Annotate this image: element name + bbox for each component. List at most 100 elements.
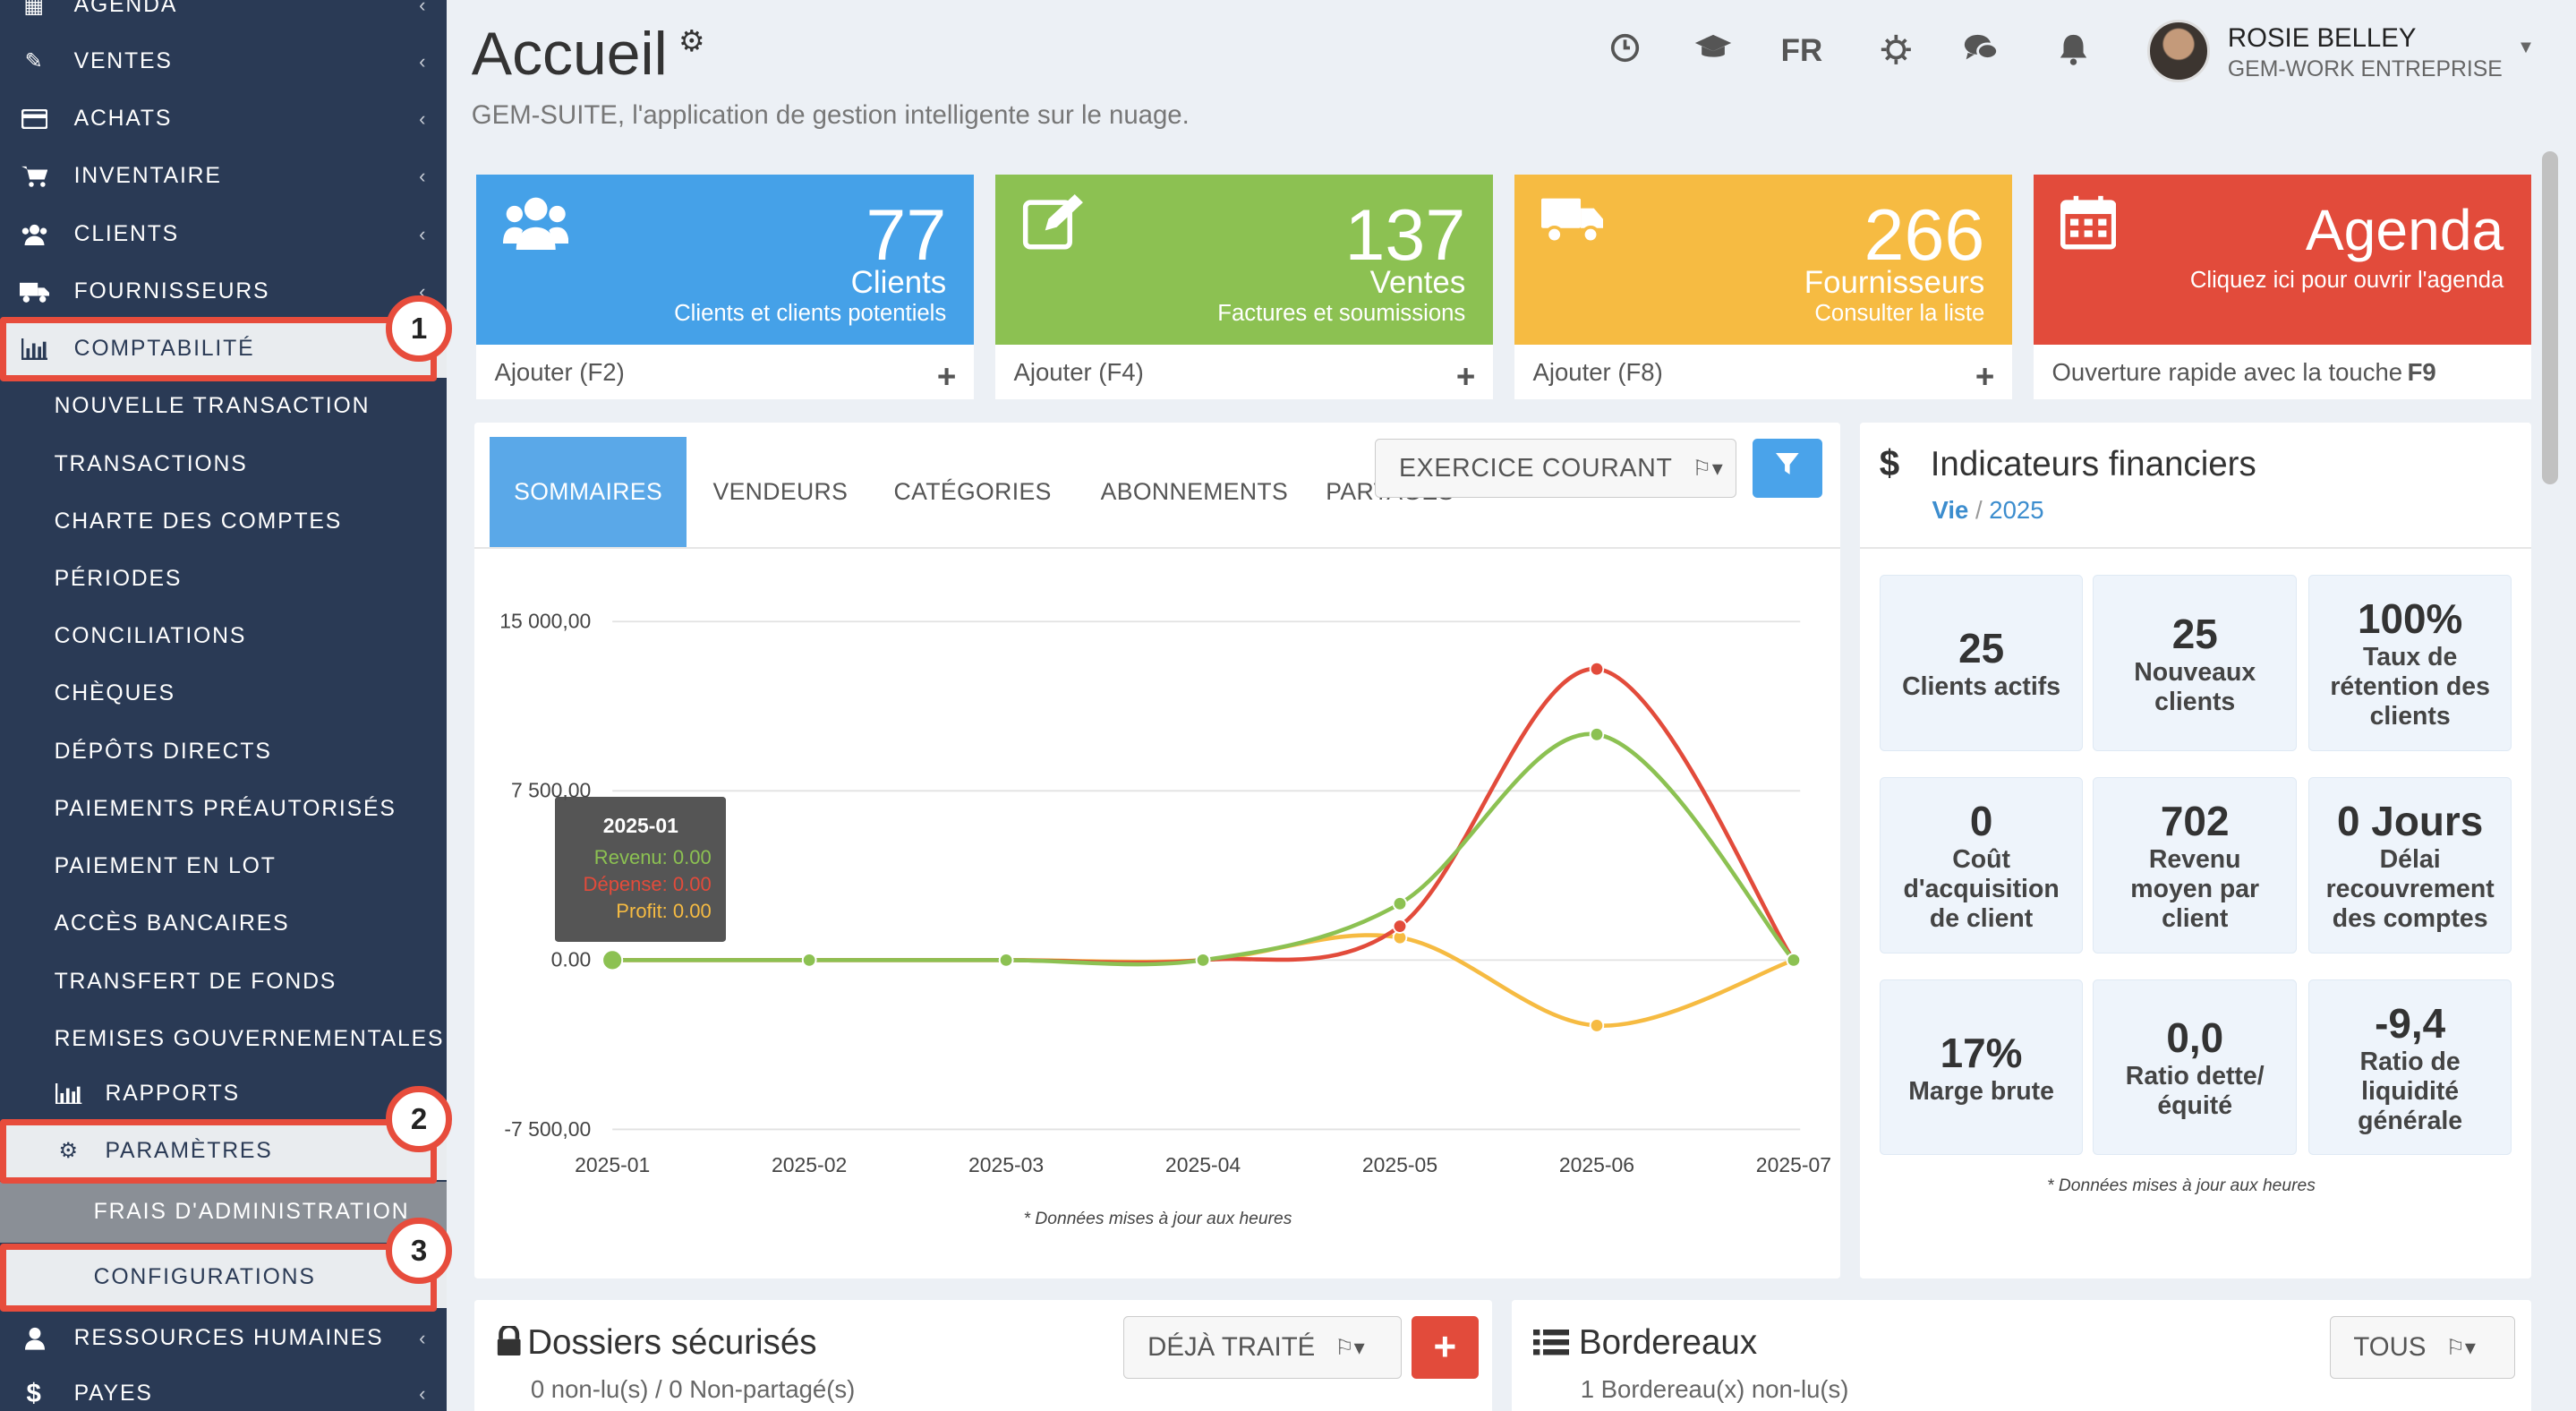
plus-icon[interactable]: + bbox=[936, 358, 957, 396]
sidebar-sub-item[interactable]: NOUVELLE TRANSACTION bbox=[54, 394, 371, 419]
tab-sommaires[interactable]: SOMMAIRES bbox=[489, 437, 687, 548]
sidebar-item-parametres[interactable]: ⚙ PARAMÈTRES bbox=[0, 1122, 448, 1180]
sidebar-sub-item[interactable]: REMISES GOUVERNEMENTALES bbox=[54, 1026, 445, 1051]
clients-card[interactable]: 77 Clients Clients et clients potentiels… bbox=[476, 174, 975, 400]
sidebar-sub-item[interactable]: PAIEMENTS PRÉAUTORISÉS bbox=[54, 796, 397, 821]
sidebar-item-agenda[interactable]: ▦ AGENDA ‹ bbox=[0, 0, 447, 35]
sidebar-item-comptabilite[interactable]: COMPTABILITÉ bbox=[0, 320, 448, 379]
bug-icon[interactable] bbox=[1876, 33, 1915, 74]
kpi-tile: 25 Clients actifs bbox=[1879, 575, 2084, 751]
flag-icon: ⚐▾ bbox=[1335, 1335, 1365, 1360]
card-header[interactable]: 77 Clients Clients et clients potentiels bbox=[476, 174, 975, 346]
comments-icon[interactable] bbox=[1962, 33, 2001, 71]
add-folder-button[interactable]: + bbox=[1411, 1316, 1479, 1379]
plus-icon[interactable]: + bbox=[1455, 358, 1476, 396]
chevron-left-icon: ‹ bbox=[419, 107, 428, 131]
sidebar: ▦ AGENDA ‹ ✎ VENTES ‹ ACHATS ‹ INVENTAIR… bbox=[0, 0, 448, 1411]
data-point[interactable] bbox=[1590, 1017, 1605, 1033]
x-tick-label: 2025-04 bbox=[1165, 1153, 1241, 1176]
add-sale-button[interactable]: Ajouter (F4) + bbox=[995, 345, 1494, 400]
sidebar-sub-item[interactable]: PAIEMENT EN LOT bbox=[54, 854, 277, 879]
data-point[interactable] bbox=[1196, 952, 1211, 968]
users-icon bbox=[502, 194, 569, 263]
sidebar-item-achats[interactable]: ACHATS ‹ bbox=[0, 90, 447, 148]
sidebar-sub-item[interactable]: TRANSFERT DE FONDS bbox=[54, 969, 337, 994]
sidebar-item-ventes[interactable]: ✎ VENTES ‹ bbox=[0, 33, 447, 90]
flag-icon: ⚐▾ bbox=[2445, 1335, 2476, 1360]
card-header[interactable]: Agenda Cliquez ici pour ouvrir l'agenda bbox=[2034, 174, 2532, 346]
user-name[interactable]: ROSIE BELLEY bbox=[2227, 22, 2417, 53]
tooltip-revenu: Revenu: 0.00 bbox=[593, 845, 712, 868]
card-header[interactable]: 266 Fournisseurs Consulter la liste bbox=[1514, 174, 2013, 346]
plus-icon[interactable]: + bbox=[1975, 358, 1995, 396]
fournisseurs-card[interactable]: 266 Fournisseurs Consulter la liste Ajou… bbox=[1514, 174, 2013, 400]
agenda-shortcut[interactable]: Ouverture rapide avec la touche F9 bbox=[2034, 345, 2532, 400]
filter-button[interactable] bbox=[1753, 439, 1822, 499]
x-tick-label: 2025-01 bbox=[576, 1153, 651, 1176]
add-client-button[interactable]: Ajouter (F2) + bbox=[476, 345, 975, 400]
status-filter-dropdown[interactable]: DÉJÀ TRAITÉ ⚐▾ bbox=[1123, 1316, 1402, 1379]
edit-icon bbox=[1022, 193, 1085, 263]
kpi-value: 25 bbox=[1958, 625, 2005, 672]
caret-down-icon[interactable]: ▼ bbox=[2516, 38, 2535, 58]
sidebar-item-inventaire[interactable]: INVENTAIRE ‹ bbox=[0, 148, 447, 205]
agenda-card[interactable]: Agenda Cliquez ici pour ouvrir l'agenda … bbox=[2034, 174, 2532, 400]
card-label: Clients bbox=[850, 264, 947, 300]
tab-categories[interactable]: CATÉGORIES bbox=[893, 478, 1052, 506]
sidebar-item-frais-administration[interactable]: FRAIS D'ADMINISTRATION bbox=[0, 1181, 448, 1243]
financial-indicators-panel: $ Indicateurs financiers Vie / 2025 25 Cl… bbox=[1859, 422, 2532, 1278]
kpi-tile: 25 Nouveaux clients bbox=[2093, 575, 2297, 751]
sidebar-sub-item[interactable]: PÉRIODES bbox=[54, 567, 183, 591]
secure-folders-panel: Dossiers sécurisés 0 non-lu(s) / 0 Non-p… bbox=[474, 1299, 1492, 1411]
language-selector[interactable]: FR bbox=[1780, 32, 1823, 68]
avatar[interactable] bbox=[2146, 20, 2210, 82]
card-header[interactable]: 137 Ventes Factures et soumissions bbox=[995, 174, 1494, 346]
tab-vendeurs[interactable]: VENDEURS bbox=[712, 478, 849, 506]
bell-icon[interactable] bbox=[2053, 33, 2093, 74]
step-badge: 1 bbox=[386, 295, 452, 362]
flag-icon: ⚐▾ bbox=[1692, 456, 1724, 481]
bordereaux-filter-dropdown[interactable]: TOUS ⚐▾ bbox=[2329, 1316, 2516, 1379]
ventes-card[interactable]: 137 Ventes Factures et soumissions Ajout… bbox=[995, 174, 1494, 400]
sidebar-sub-item[interactable]: CHARTE DES COMPTES bbox=[54, 509, 343, 534]
period-selector[interactable]: Vie / 2025 bbox=[1932, 496, 2044, 525]
data-point[interactable] bbox=[1393, 918, 1408, 934]
sidebar-sub-item[interactable]: TRANSACTIONS bbox=[54, 451, 248, 476]
data-point[interactable] bbox=[601, 948, 624, 971]
sidebar-item-rapports[interactable]: RAPPORTS bbox=[0, 1065, 447, 1122]
scrollbar-thumb[interactable] bbox=[2541, 150, 2558, 485]
clock-icon[interactable] bbox=[1605, 33, 1644, 71]
data-point[interactable] bbox=[1590, 661, 1605, 676]
truck-icon bbox=[20, 278, 50, 304]
sidebar-item-payes[interactable]: $ PAYES ‹ bbox=[0, 1365, 447, 1411]
sidebar-sub-item[interactable]: CHÈQUES bbox=[54, 681, 175, 706]
data-point[interactable] bbox=[999, 952, 1014, 968]
tab-abonnements[interactable]: ABONNEMENTS bbox=[1100, 478, 1289, 506]
chevron-left-icon: ‹ bbox=[419, 1327, 428, 1349]
bar-chart-icon bbox=[55, 1081, 84, 1107]
sidebar-sub-item[interactable]: DÉPÔTS DIRECTS bbox=[54, 739, 272, 764]
data-point[interactable] bbox=[1787, 952, 1802, 968]
data-point[interactable] bbox=[1590, 726, 1605, 742]
gear-icon[interactable]: ⚙ bbox=[678, 23, 705, 57]
sidebar-sub-item[interactable]: ACCÈS BANCAIRES bbox=[54, 911, 290, 936]
y-tick-label: 15 000,00 bbox=[500, 609, 592, 632]
sidebar-item-ressources-humaines[interactable]: RESSOURCES HUMAINES ‹ bbox=[0, 1310, 447, 1367]
sidebar-item-fournisseurs[interactable]: FOURNISSEURS ‹ bbox=[0, 263, 447, 321]
graduation-cap-icon[interactable] bbox=[1693, 33, 1733, 71]
add-supplier-button[interactable]: Ajouter (F8) + bbox=[1514, 345, 2013, 400]
kpi-value: 100% bbox=[2357, 595, 2463, 643]
sidebar-item-clients[interactable]: CLIENTS ‹ bbox=[0, 205, 447, 262]
panel-title: Indicateurs financiers bbox=[1930, 445, 2256, 484]
data-point[interactable] bbox=[802, 952, 817, 968]
chevron-left-icon: ‹ bbox=[419, 165, 428, 188]
series-line-profit bbox=[612, 932, 1796, 1028]
sidebar-item-configurations[interactable]: CONFIGURATIONS bbox=[0, 1247, 448, 1309]
period-year[interactable]: 2025 bbox=[1989, 496, 2044, 525]
series-line-revenu bbox=[612, 731, 1796, 966]
gear-icon: ⚙ bbox=[58, 1139, 80, 1164]
data-point[interactable] bbox=[1393, 895, 1408, 911]
exercise-dropdown[interactable]: EXERCICE COURANT ⚐▾ bbox=[1375, 439, 1737, 499]
sidebar-sub-item[interactable]: CONCILIATIONS bbox=[54, 624, 247, 649]
period-link[interactable]: Vie bbox=[1932, 496, 1969, 525]
